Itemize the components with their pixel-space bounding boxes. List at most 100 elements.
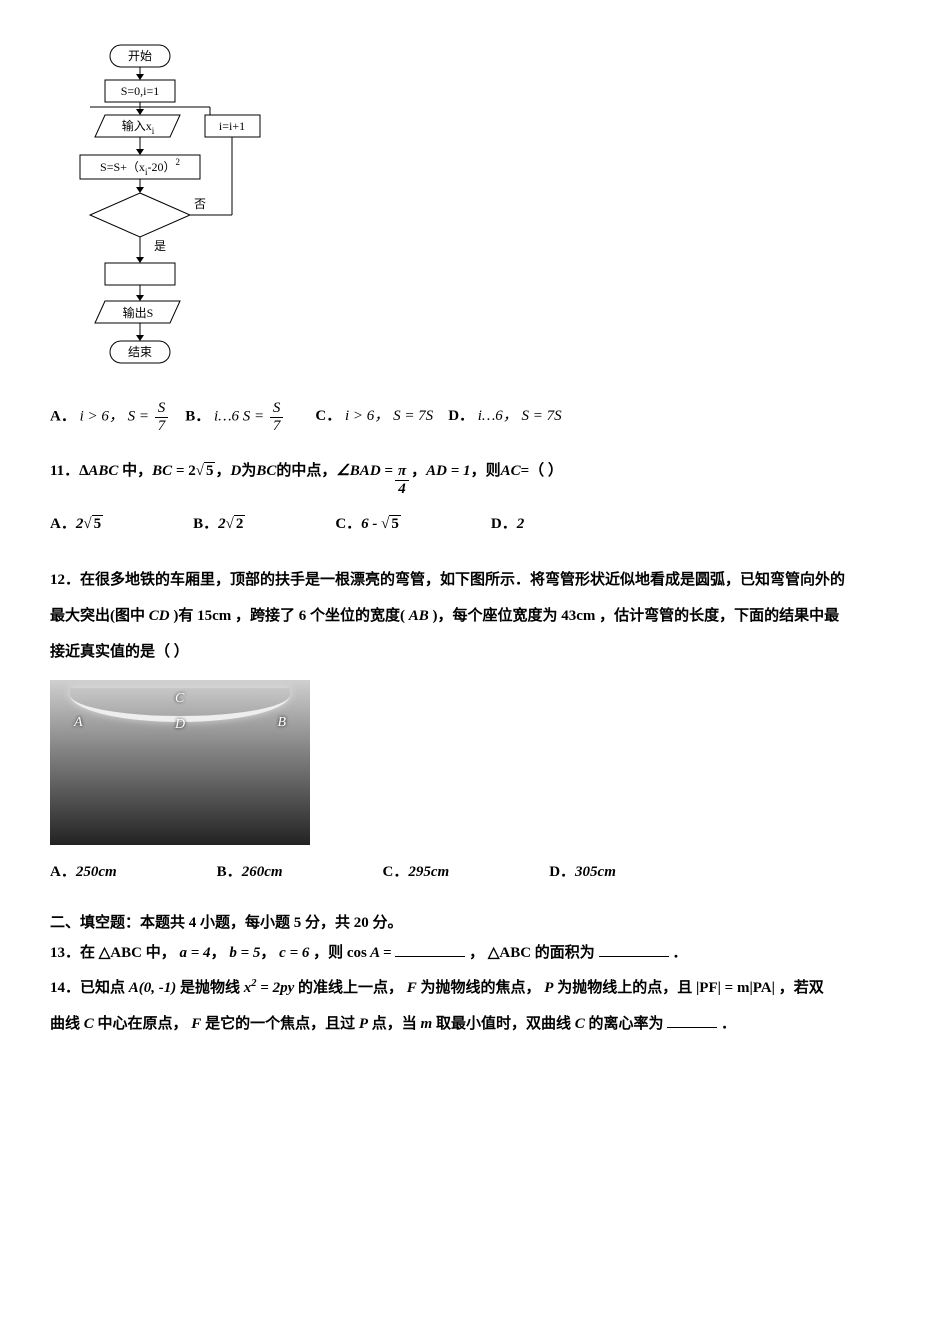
q11-a-pre: 2 xyxy=(76,516,84,532)
q14-line1: 14．已知点 A(0, -1) 是抛物线 x2 = 2py 的准线上一点， F … xyxy=(50,970,900,1006)
q14-l2d: 点，当 xyxy=(372,1016,421,1032)
section2-heading: 二、填空题：本题共 4 小题，每小题 5 分，共 20 分。 xyxy=(50,910,900,937)
q11-p13: AD = 1 xyxy=(426,458,470,485)
fc-no: 否 xyxy=(194,197,206,211)
q12-c: 295cm xyxy=(408,864,449,880)
q14-t1: ，若双 xyxy=(779,980,824,996)
q11-p12: ， xyxy=(411,458,426,485)
q11-b-pre: 2 xyxy=(218,516,226,532)
q10-options: A． i > 6， S = S7 B． i…6 S = S7 C． i > 6，… xyxy=(50,400,900,434)
q13-c: c = 6 xyxy=(279,945,309,961)
q14-l2f: 的离心率为 xyxy=(588,1016,663,1032)
q14-abs: |PF| = m|PA| xyxy=(696,980,775,996)
q13-blank1 xyxy=(395,941,465,957)
q11-a-rad: 5 xyxy=(92,515,104,532)
q13-comma: ， xyxy=(469,945,484,961)
opt-a-num: S xyxy=(155,400,169,418)
q12-s2b: )有 xyxy=(173,608,197,624)
q11-b-rad: 2 xyxy=(234,515,246,532)
q13: 13．在 △ABC 中， a = 4， b = 5， c = 6 ，则 cos … xyxy=(50,937,900,970)
q14-C2: C xyxy=(575,1016,585,1032)
q12-options: A．250cm B．260cm C．295cm D．305cm xyxy=(50,859,900,886)
q11-p14: ，则 xyxy=(471,458,501,485)
q11-p16: =（ ） xyxy=(521,458,563,485)
q14-l2a: 曲线 xyxy=(50,1016,84,1032)
fc-end: 结束 xyxy=(128,345,152,359)
fc-init: S=0,i=1 xyxy=(121,84,160,98)
opt-a-lhs: S = xyxy=(128,408,149,424)
q14-m4: 为抛物线上的点，且 xyxy=(557,980,696,996)
q12-stem3: 接近真实值的是（ ） xyxy=(50,634,900,670)
q14-l2b: 中心在原点， xyxy=(98,1016,188,1032)
q11-pi: π xyxy=(395,463,409,481)
fc-yes: 是 xyxy=(154,239,166,253)
q14-l2c: 是它的一个焦点，且过 xyxy=(205,1016,359,1032)
opt-d-pre: i…6， xyxy=(478,408,518,424)
q14-pt: A(0, -1) xyxy=(129,980,177,996)
q13-tri2: △ABC xyxy=(488,945,531,961)
q12-cdv: 15cm xyxy=(197,608,231,624)
q13-pre: 13．在 xyxy=(50,945,99,961)
q11-p9: ∠BAD = xyxy=(336,458,393,485)
q11-p4: ， xyxy=(215,458,230,485)
q12-b: 260cm xyxy=(242,864,283,880)
q14-blank xyxy=(667,1012,717,1028)
q14-f: F xyxy=(407,980,417,996)
q11-bc-rad: 5 xyxy=(204,462,216,479)
q14-pre: 14．已知点 xyxy=(50,980,129,996)
q13-b: b = 5 xyxy=(229,945,260,961)
q14-m1: 是抛物线 xyxy=(180,980,244,996)
fc-input: 输入x xyxy=(122,118,152,133)
opt-d-eq: S = 7S xyxy=(522,408,562,424)
q14-m3: 为抛物线的焦点， xyxy=(421,980,541,996)
fc-accum-exp: 2 xyxy=(175,157,180,167)
opt-b-lhs: S = xyxy=(243,408,264,424)
q14-line2: 曲线 C 中心在原点， F 是它的一个焦点，且过 P 点，当 m 取最小值时，双… xyxy=(50,1006,900,1042)
photo-a: A xyxy=(74,710,83,735)
q11-d: 2 xyxy=(517,516,525,532)
q11-p15: AC xyxy=(501,458,521,485)
fc-step: i=i+1 xyxy=(219,119,245,133)
q14-m2: 的准线上一点， xyxy=(298,980,403,996)
q14-f2: F xyxy=(191,1016,201,1032)
q11-p5: D xyxy=(230,458,241,485)
q11-p7: BC xyxy=(256,458,276,485)
q11-c-rad: 5 xyxy=(389,515,401,532)
q12-stem2: 最大突出(图中 CD )有 15cm ，跨接了 6 个坐位的宽度( AB )，每… xyxy=(50,598,900,634)
q11-num: 11． xyxy=(50,458,79,485)
fc-output: 输出S xyxy=(123,305,154,320)
flowchart: 开始 S=0,i=1 输入xi i=i+1 S=S+（xi-20）2 否 是 xyxy=(50,40,900,380)
q11-4: 4 xyxy=(395,481,409,498)
opt-c-pre: i > 6， xyxy=(345,408,389,424)
photo-b: B xyxy=(277,710,286,735)
q14-C: C xyxy=(84,1016,94,1032)
q12-d: 305cm xyxy=(575,864,616,880)
q11-stem: 11． ∆ABC 中， BC = 25 ， D 为 BC 的中点， ∠BAD =… xyxy=(50,458,900,497)
opt-a-pre: i > 6， xyxy=(80,408,124,424)
q13-tri: △ABC xyxy=(99,945,142,961)
q11-c-pre: 6 - xyxy=(361,516,381,532)
photo-d: D xyxy=(175,712,185,737)
q14-l2e: 取最小值时，双曲线 xyxy=(436,1016,575,1032)
q12-s2a: 最大突出(图中 xyxy=(50,608,149,624)
q12-cd: CD xyxy=(149,608,170,624)
q14-p: P xyxy=(544,980,553,996)
q12-ab: AB xyxy=(409,608,429,624)
fc-accum-tail: -20） xyxy=(147,160,175,174)
q13-then: ，则 xyxy=(313,945,347,961)
q12-stem1: 12．在很多地铁的车厢里，顶部的扶手是一根漂亮的弯管，如下图所示．将弯管形状近似… xyxy=(50,562,900,598)
q13-area: 的面积为 xyxy=(535,945,595,961)
q12-a: 250cm xyxy=(76,864,117,880)
q11-options: A．25 B．22 C．6 - 5 D．2 xyxy=(50,511,900,538)
opt-b-num: S xyxy=(270,400,284,418)
opt-c-eq: S = 7S xyxy=(393,408,433,424)
opt-a-den: 7 xyxy=(155,418,169,435)
opt-b-pre: i…6 xyxy=(214,408,239,424)
q12-seat: 43cm xyxy=(561,608,595,624)
q12-s2d: )，每个座位宽度为 xyxy=(433,608,562,624)
q14-period: ． xyxy=(721,1016,736,1032)
opt-b-den: 7 xyxy=(270,418,284,435)
q12-s2e: ，估计弯管的长度，下面的结果中最 xyxy=(599,608,839,624)
q13-a: a = 4 xyxy=(180,945,211,961)
q12-s2c: ，跨接了 6 个坐位的宽度( xyxy=(235,608,409,624)
